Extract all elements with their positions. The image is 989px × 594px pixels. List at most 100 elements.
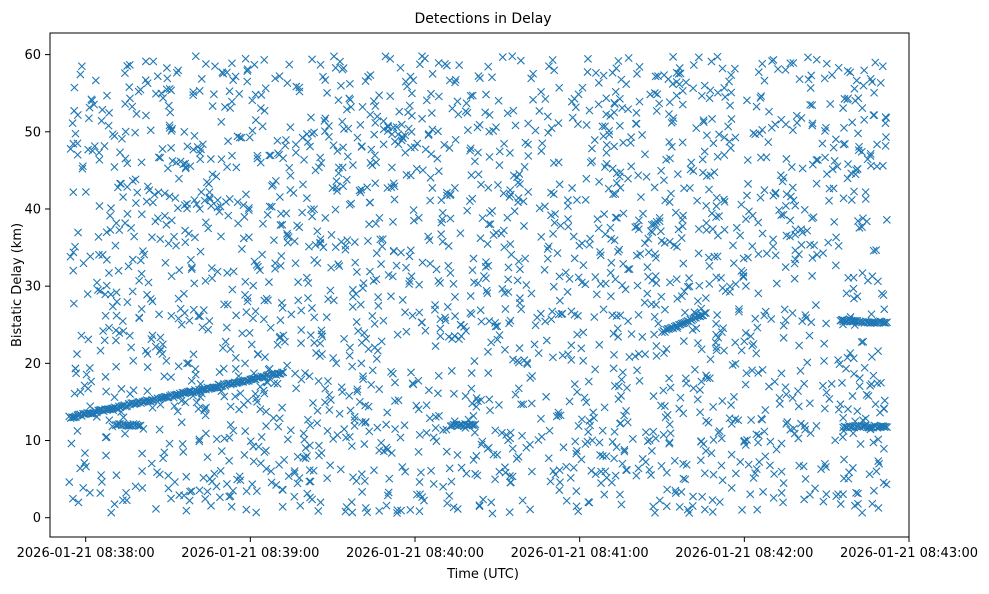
data-point bbox=[323, 474, 332, 483]
data-point bbox=[421, 326, 430, 335]
data-point bbox=[183, 359, 192, 368]
data-point bbox=[554, 408, 563, 417]
data-point bbox=[879, 291, 888, 300]
data-point bbox=[469, 254, 478, 263]
data-point bbox=[101, 290, 110, 299]
data-point bbox=[208, 274, 217, 283]
data-point bbox=[752, 430, 761, 439]
data-point bbox=[836, 500, 845, 509]
data-point bbox=[182, 472, 191, 481]
data-point bbox=[208, 170, 217, 179]
data-point bbox=[66, 144, 75, 153]
data-point bbox=[448, 104, 457, 113]
data-point bbox=[348, 285, 357, 294]
data-point bbox=[524, 140, 533, 149]
data-point bbox=[542, 336, 551, 345]
data-point bbox=[869, 246, 878, 255]
data-point bbox=[426, 173, 435, 182]
data-point bbox=[237, 245, 246, 253]
data-point bbox=[870, 111, 879, 120]
data-point bbox=[431, 423, 440, 432]
data-point bbox=[590, 136, 599, 145]
data-point bbox=[229, 486, 238, 495]
data-point bbox=[705, 279, 714, 288]
data-point bbox=[424, 386, 433, 395]
data-point bbox=[542, 392, 551, 401]
data-point bbox=[527, 467, 536, 476]
data-point bbox=[371, 219, 380, 228]
data-point bbox=[712, 212, 721, 221]
data-point bbox=[618, 368, 627, 377]
data-point bbox=[160, 189, 169, 198]
data-point bbox=[258, 250, 267, 259]
data-point bbox=[462, 326, 470, 335]
data-point bbox=[836, 400, 845, 409]
data-point bbox=[810, 241, 819, 250]
data-point bbox=[873, 140, 882, 149]
data-point bbox=[461, 392, 470, 401]
data-point bbox=[880, 305, 889, 314]
data-point bbox=[196, 393, 205, 402]
data-point bbox=[861, 188, 870, 197]
data-point bbox=[415, 280, 424, 289]
data-point bbox=[170, 402, 179, 411]
data-point bbox=[248, 480, 257, 489]
data-point bbox=[340, 334, 349, 343]
data-point bbox=[397, 136, 406, 145]
data-point bbox=[220, 300, 229, 309]
data-point bbox=[709, 470, 718, 479]
data-point bbox=[758, 229, 767, 238]
data-point bbox=[98, 250, 107, 259]
data-point bbox=[148, 198, 157, 207]
data-point bbox=[796, 366, 805, 375]
data-point bbox=[271, 74, 280, 83]
data-point bbox=[826, 100, 835, 109]
data-point bbox=[350, 421, 359, 430]
data-point bbox=[468, 421, 477, 430]
data-point bbox=[433, 127, 442, 136]
data-point bbox=[505, 508, 514, 517]
data-point bbox=[368, 161, 377, 170]
data-point bbox=[883, 423, 892, 432]
data-point bbox=[245, 328, 254, 337]
data-point bbox=[612, 311, 621, 320]
data-point bbox=[474, 170, 483, 179]
data-point bbox=[586, 421, 595, 430]
data-point bbox=[863, 155, 872, 164]
data-point bbox=[320, 116, 329, 125]
data-point bbox=[679, 259, 688, 268]
data-point bbox=[697, 437, 706, 446]
data-point bbox=[834, 405, 843, 414]
data-point bbox=[121, 154, 130, 163]
data-point bbox=[353, 133, 362, 142]
data-point bbox=[485, 152, 494, 161]
data-point bbox=[645, 436, 654, 445]
data-point bbox=[638, 454, 647, 463]
data-point bbox=[708, 224, 717, 233]
data-point bbox=[201, 218, 210, 227]
data-point bbox=[371, 102, 380, 110]
data-point bbox=[243, 376, 252, 385]
data-point bbox=[655, 496, 664, 505]
data-point bbox=[660, 238, 669, 247]
data-point bbox=[87, 95, 96, 104]
data-point bbox=[748, 242, 757, 251]
data-point bbox=[303, 137, 312, 146]
data-point bbox=[286, 123, 295, 132]
data-point bbox=[587, 144, 596, 153]
data-point bbox=[698, 155, 707, 164]
data-point bbox=[422, 428, 431, 437]
data-point bbox=[790, 429, 799, 438]
data-point bbox=[352, 477, 361, 486]
data-point bbox=[634, 310, 643, 319]
data-point bbox=[260, 296, 269, 305]
data-point bbox=[145, 186, 154, 195]
data-point bbox=[104, 269, 113, 277]
data-point bbox=[446, 214, 455, 223]
data-point bbox=[653, 90, 662, 99]
data-point bbox=[844, 273, 853, 282]
data-point bbox=[154, 153, 163, 162]
data-point bbox=[682, 78, 691, 87]
data-point bbox=[388, 130, 396, 139]
data-point bbox=[610, 108, 619, 117]
